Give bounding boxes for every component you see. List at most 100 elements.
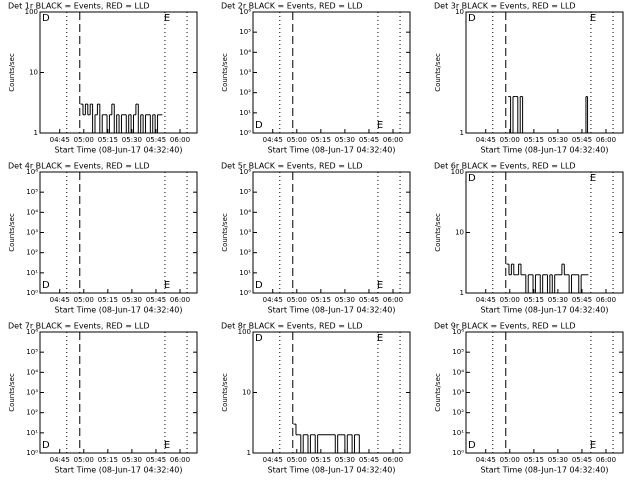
x-axis-label: Start Time (08-Jun-17 04:32:40) (481, 306, 609, 315)
y-tick-label: 10⁴ (26, 208, 38, 216)
x-tick-label: 05:00 (287, 296, 307, 304)
x-tick-label: 04:45 (263, 136, 283, 144)
y-tick-label: 10 (455, 8, 464, 16)
x-tick-label: 06:00 (596, 136, 616, 144)
y-tick-label: 10⁶ (26, 168, 38, 176)
y-tick-label: 10² (239, 249, 251, 257)
x-tick-label: 05:15 (524, 296, 544, 304)
y-tick-label: 10³ (26, 229, 38, 237)
y-axis-label: Counts/sec (221, 53, 229, 92)
panel-title: Det 2r BLACK = Events, RED = LLD (221, 2, 363, 11)
y-axis-label: Counts/sec (221, 213, 229, 252)
x-tick-label: 05:15 (311, 296, 331, 304)
x-tick-label: 05:00 (500, 296, 520, 304)
y-tick-label: 1 (460, 129, 464, 137)
x-tick-label: 06:00 (383, 456, 403, 464)
y-tick-label: 10⁵ (26, 188, 38, 196)
x-tick-label: 05:30 (122, 456, 142, 464)
marker-annotation: E (377, 333, 383, 344)
y-tick-label: 100 (451, 168, 464, 176)
y-tick-label: 10² (26, 409, 38, 417)
x-tick-label: 06:00 (596, 456, 616, 464)
x-tick-label: 05:15 (98, 296, 118, 304)
x-axis-label: Start Time (08-Jun-17 04:32:40) (55, 306, 183, 315)
marker-annotation: D (42, 13, 50, 24)
x-tick-label: 05:00 (500, 136, 520, 144)
x-tick-label: 05:30 (335, 136, 355, 144)
y-tick-label: 10⁰ (452, 449, 464, 457)
x-tick-label: 06:00 (383, 136, 403, 144)
x-tick-label: 06:00 (170, 456, 190, 464)
plot-frame (465, 11, 624, 134)
y-tick-label: 10⁶ (26, 328, 38, 336)
x-tick-label: 05:00 (500, 456, 520, 464)
x-tick-label: 05:30 (122, 136, 142, 144)
y-tick-label: 10³ (452, 389, 464, 397)
marker-annotation: E (590, 173, 596, 184)
x-tick-label: 05:45 (572, 456, 592, 464)
x-tick-label: 04:45 (50, 296, 70, 304)
y-tick-label: 10⁵ (239, 28, 251, 36)
marker-annotation: E (590, 440, 596, 451)
x-tick-label: 05:30 (548, 136, 568, 144)
x-tick-label: 05:15 (98, 136, 118, 144)
x-tick-label: 06:00 (170, 296, 190, 304)
panel-title: Det 7r BLACK = Events, RED = LLD (8, 322, 150, 331)
y-tick-label: 10¹ (452, 429, 464, 437)
marker-annotation: E (377, 280, 383, 291)
x-tick-label: 04:45 (50, 136, 70, 144)
panel-title: Det 5r BLACK = Events, RED = LLD (221, 162, 363, 171)
y-tick-label: 10⁵ (452, 348, 464, 356)
plot-frame (252, 171, 411, 294)
x-tick-label: 05:45 (572, 296, 592, 304)
y-tick-label: 10¹ (26, 269, 38, 277)
y-tick-label: 10⁶ (239, 168, 251, 176)
x-tick-label: 05:15 (524, 456, 544, 464)
y-tick-label: 10² (239, 89, 251, 97)
x-tick-label: 05:00 (74, 296, 94, 304)
y-tick-label: 10 (242, 389, 251, 397)
x-axis-label: Start Time (08-Jun-17 04:32:40) (481, 466, 609, 475)
x-tick-label: 05:45 (146, 136, 166, 144)
y-axis-label: Counts/sec (8, 213, 16, 252)
y-tick-label: 100 (238, 328, 251, 336)
y-tick-label: 10³ (239, 69, 251, 77)
x-tick-label: 05:00 (74, 456, 94, 464)
x-tick-label: 06:00 (596, 296, 616, 304)
y-tick-label: 100 (25, 8, 38, 16)
plot-frame (465, 331, 624, 454)
y-tick-label: 10⁵ (239, 188, 251, 196)
x-tick-label: 06:00 (383, 296, 403, 304)
x-axis-label: Start Time (08-Jun-17 04:32:40) (268, 146, 396, 155)
y-tick-label: 10 (29, 69, 38, 77)
marker-annotation: D (255, 333, 263, 344)
y-tick-label: 10⁴ (26, 368, 38, 376)
x-tick-label: 05:00 (287, 136, 307, 144)
x-tick-label: 05:15 (311, 136, 331, 144)
y-tick-label: 10⁵ (26, 348, 38, 356)
x-tick-label: 05:00 (74, 136, 94, 144)
x-tick-label: 05:45 (146, 456, 166, 464)
x-tick-label: 05:45 (572, 136, 592, 144)
y-tick-label: 10⁴ (239, 208, 251, 216)
x-tick-label: 05:45 (146, 296, 166, 304)
y-tick-label: 10⁰ (239, 129, 251, 137)
x-tick-label: 04:45 (263, 296, 283, 304)
x-tick-label: 05:45 (359, 136, 379, 144)
marker-annotation: D (255, 120, 263, 131)
y-axis-label: Counts/sec (8, 373, 16, 412)
x-tick-label: 06:00 (170, 136, 190, 144)
panel-title: Det 6r BLACK = Events, RED = LLD (434, 162, 576, 171)
x-tick-label: 05:15 (524, 136, 544, 144)
y-tick-label: 10¹ (26, 429, 38, 437)
panel-title: Det 9r BLACK = Events, RED = LLD (434, 322, 576, 331)
marker-annotation: E (164, 440, 170, 451)
marker-annotation: D (468, 440, 476, 451)
y-axis-label: Counts/sec (434, 213, 442, 252)
x-axis-label: Start Time (08-Jun-17 04:32:40) (481, 146, 609, 155)
y-axis-label: Counts/sec (8, 53, 16, 92)
x-tick-label: 05:30 (548, 296, 568, 304)
y-tick-label: 10⁴ (452, 368, 464, 376)
x-tick-label: 04:45 (263, 456, 283, 464)
